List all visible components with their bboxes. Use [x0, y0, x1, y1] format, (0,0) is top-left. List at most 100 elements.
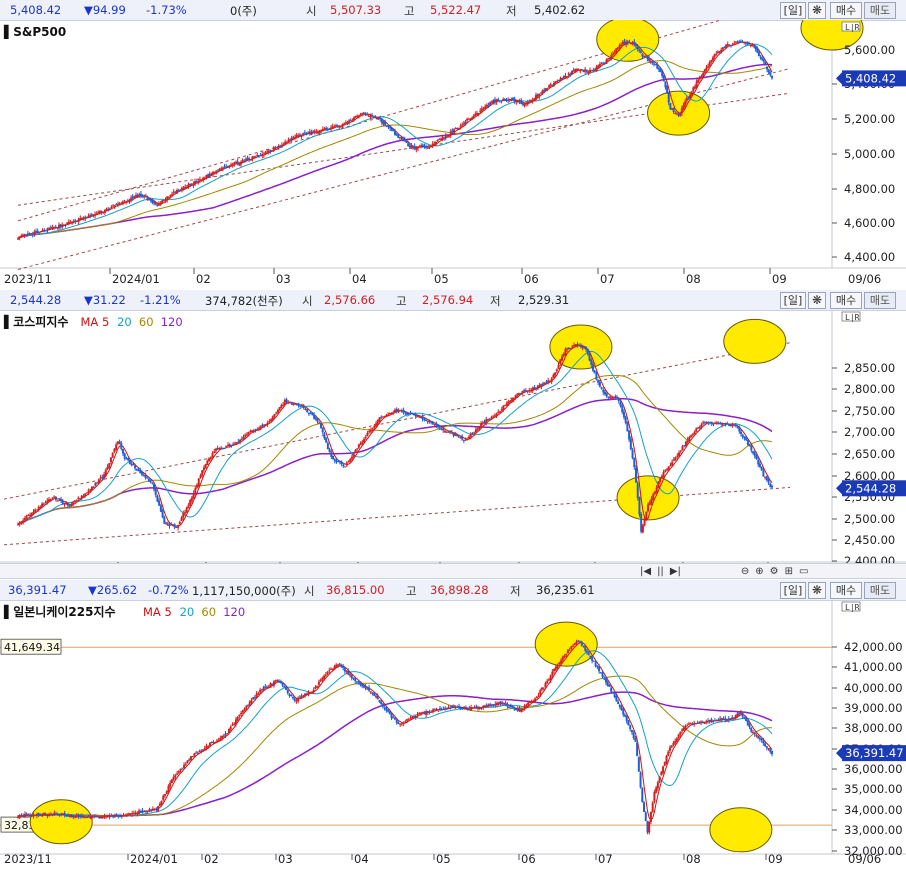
- candle: [477, 112, 480, 115]
- buy-button[interactable]: 매수: [830, 582, 862, 599]
- candle: [136, 195, 139, 198]
- candle: [239, 161, 242, 165]
- candle: [294, 403, 297, 405]
- sell-button[interactable]: 매도: [864, 2, 896, 19]
- candle: [629, 438, 632, 450]
- candle: [259, 689, 262, 693]
- candle: [251, 156, 254, 160]
- period-button[interactable]: [일]: [780, 582, 806, 599]
- ma60-line: [17, 374, 773, 525]
- candle: [413, 146, 416, 149]
- candle: [215, 170, 218, 174]
- candle: [612, 396, 615, 399]
- candle: [578, 345, 581, 347]
- toolbar-icon[interactable]: ⊖: [740, 566, 750, 577]
- x-tick-label: 08: [686, 852, 701, 866]
- period-button[interactable]: [일]: [780, 2, 806, 19]
- candle: [408, 145, 411, 148]
- toolbar-icon[interactable]: |◀: [640, 566, 652, 577]
- candle: [624, 714, 627, 717]
- buy-button[interactable]: 매수: [830, 2, 862, 19]
- candle: [273, 414, 276, 417]
- candle: [495, 99, 498, 103]
- candle: [722, 718, 725, 720]
- sp500-chart[interactable]: ▌S&P500L|R5,600.005,400.005,200.005,000.…: [0, 20, 906, 290]
- toolbar-icon[interactable]: ⊕: [755, 566, 764, 577]
- candle: [402, 410, 405, 413]
- sell-button[interactable]: 매도: [864, 292, 896, 309]
- candle: [489, 102, 492, 105]
- toolbar-icon[interactable]: ▶|: [669, 566, 681, 577]
- candle: [520, 709, 523, 713]
- candle: [280, 144, 283, 146]
- toolbar-icon[interactable]: ⚙: [769, 566, 779, 577]
- candle: [665, 469, 668, 471]
- toolbar-icon[interactable]: ⊞: [784, 566, 794, 577]
- candle: [115, 444, 118, 450]
- candle: [147, 478, 150, 481]
- settings-icon[interactable]: ❋: [808, 2, 826, 19]
- candle: [710, 59, 713, 62]
- candle: [250, 700, 253, 703]
- candle: [444, 708, 447, 710]
- candle: [85, 492, 88, 494]
- kospi-chart[interactable]: ▌코스피지수 MA 5 20 60 120 L|R 2,850.00 2,800.00 2,75…: [0, 310, 906, 563]
- candle: [127, 457, 130, 461]
- candle: [572, 645, 575, 647]
- panel-sp500: 5,408.42 ▼94.99 -1.73% 0(주) 시 5,507.33 고…: [0, 0, 906, 290]
- candle: [605, 59, 608, 64]
- candle: [634, 737, 637, 742]
- candle: [156, 495, 159, 502]
- sell-button[interactable]: 매도: [864, 582, 896, 599]
- candle: [89, 215, 92, 217]
- candle: [194, 488, 197, 494]
- candle: [105, 816, 108, 818]
- candle: [338, 125, 341, 128]
- candle: [89, 489, 92, 491]
- period-button[interactable]: [일]: [780, 292, 806, 309]
- high-label: 고: [406, 584, 417, 598]
- candle: [769, 483, 772, 487]
- highlight-ellipse-1: [534, 621, 598, 667]
- settings-icon[interactable]: ❋: [808, 292, 826, 309]
- panel-nikkei: 36,391.47 ▼265.62 -0.72% 1,117,150,000(주…: [0, 580, 906, 870]
- lr-toggle[interactable]: [841, 311, 861, 322]
- buy-button[interactable]: 매수: [830, 292, 862, 309]
- y-tick-label: 2,500.00: [844, 512, 895, 526]
- candle: [464, 121, 467, 125]
- candle: [677, 114, 680, 116]
- candle: [636, 483, 639, 498]
- candle: [471, 433, 474, 435]
- candle: [528, 389, 531, 391]
- candle: [288, 694, 291, 696]
- candle: [483, 705, 486, 707]
- candle: [532, 700, 535, 702]
- candle: [589, 69, 592, 73]
- candle: [355, 681, 358, 683]
- y-tick-label: 2,400.00: [844, 554, 895, 563]
- candle: [551, 84, 554, 86]
- toolbar-icon[interactable]: ||: [657, 566, 664, 577]
- candle: [610, 687, 613, 692]
- candle: [154, 489, 157, 496]
- candle: [621, 405, 624, 413]
- settings-icon[interactable]: ❋: [808, 582, 826, 599]
- candle: [108, 208, 111, 210]
- lr-toggle[interactable]: [841, 601, 861, 612]
- candle: [113, 205, 116, 207]
- last-value-box: [842, 480, 906, 497]
- candle: [276, 679, 279, 682]
- candle: [507, 99, 510, 101]
- candle: [106, 815, 109, 817]
- lr-toggle[interactable]: [841, 21, 861, 32]
- candle: [519, 392, 522, 394]
- candle: [25, 813, 28, 815]
- candle: [509, 706, 512, 708]
- lr-toggle-label: L|R: [845, 313, 860, 322]
- candle: [592, 660, 595, 662]
- toolbar-icon[interactable]: ▭: [799, 566, 809, 577]
- candle: [221, 736, 224, 739]
- candle: [274, 147, 277, 150]
- candle: [698, 76, 701, 80]
